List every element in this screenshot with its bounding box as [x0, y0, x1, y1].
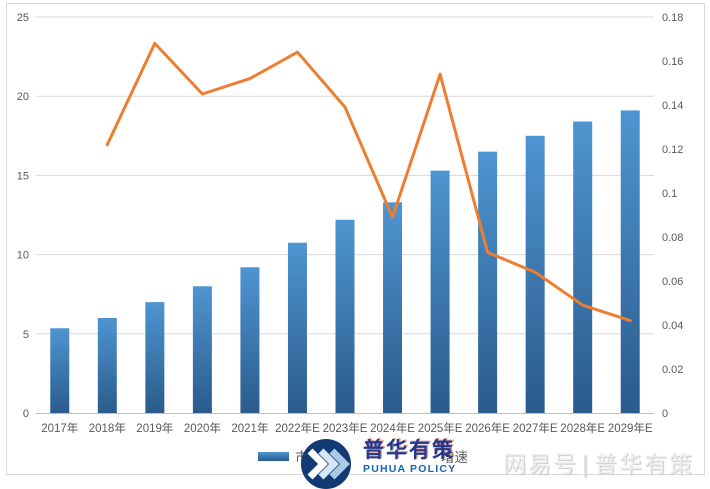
left-axis-tick: 20	[17, 91, 29, 103]
x-axis-label: 2027年E	[513, 421, 558, 435]
market-size-bar	[145, 302, 165, 413]
right-axis-tick: 0.16	[662, 56, 683, 68]
right-axis-tick: 0.12	[662, 144, 683, 156]
market-size-bar	[478, 151, 498, 413]
market-size-bar	[525, 135, 545, 414]
right-axis-tick: 0.08	[662, 232, 683, 244]
left-axis-tick: 5	[23, 329, 29, 341]
market-size-bar	[240, 267, 260, 413]
left-axis-tick: 25	[17, 12, 29, 24]
puhua-logo-cn: 普华有策	[363, 439, 455, 462]
left-axis-tick: 10	[17, 250, 29, 262]
x-axis-label: 2026年E	[465, 421, 510, 435]
x-axis-label: 2023年E	[323, 421, 368, 435]
x-axis-label: 2025年E	[418, 421, 463, 435]
growth-legend-label: 增速	[441, 450, 468, 465]
market-size-bar	[573, 121, 593, 413]
right-axis-tick: 0.18	[662, 12, 683, 24]
right-axis-tick: 0.02	[662, 364, 683, 376]
x-axis-label: 2021年	[231, 421, 268, 435]
market-size-bar	[287, 242, 307, 413]
right-axis-tick: 0.1	[662, 188, 677, 200]
right-axis-tick: 0	[662, 408, 668, 420]
watermark-source: 网易号	[503, 451, 579, 477]
market-size-legend-swatch	[258, 451, 289, 461]
market-size-bar	[50, 328, 70, 413]
x-axis-label: 2018年	[89, 421, 126, 435]
watermark-divider: |	[582, 451, 590, 477]
right-axis-tick: 0.06	[662, 276, 683, 288]
right-axis-tick: 0.14	[662, 100, 683, 112]
x-axis-label: 2020年	[184, 421, 221, 435]
x-axis-label: 2029年E	[608, 421, 653, 435]
growth-rate-line	[105, 41, 632, 323]
market-size-bar	[430, 170, 450, 413]
right-axis-tick: 0.04	[662, 320, 683, 332]
x-axis-label: 2022年E	[275, 421, 320, 435]
market-size-bar	[383, 202, 403, 413]
market-size-bar	[97, 317, 117, 413]
left-axis-tick: 15	[17, 170, 29, 182]
puhua-policy-logo: 普华有策 PUHUA POLICY	[301, 439, 456, 489]
market-size-bar	[620, 110, 640, 414]
puhua-logo-en: PUHUA POLICY	[363, 463, 457, 475]
puhua-logo-chevrons-icon	[301, 439, 351, 489]
market-size-bar	[335, 219, 355, 413]
watermark-brand: 普华有策	[594, 451, 694, 477]
puhua-logo-text: 普华有策 PUHUA POLICY	[363, 439, 456, 475]
x-axis-label: 2017年	[41, 421, 78, 435]
left-axis-tick: 0	[23, 408, 29, 420]
x-axis-label: 2019年	[136, 421, 173, 435]
netease-watermark: 网易号 | 普华有策	[503, 445, 694, 479]
x-axis-label: 2024年E	[370, 421, 415, 435]
market-size-bar	[192, 286, 212, 413]
x-axis-label: 2028年E	[560, 421, 605, 435]
